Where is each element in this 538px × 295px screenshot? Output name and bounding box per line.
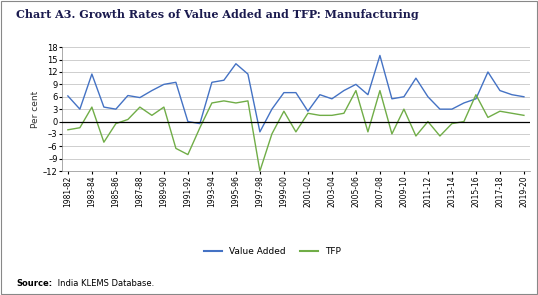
TFP [509,112,515,115]
Value Added [76,107,83,111]
TFP [232,101,239,105]
Value Added [293,91,299,94]
TFP [461,120,467,123]
TFP [245,99,251,103]
TFP [293,130,299,134]
Value Added [232,62,239,65]
Text: Source:: Source: [16,278,52,288]
TFP [65,128,71,132]
TFP [125,118,131,121]
Value Added [401,95,407,99]
TFP [485,116,491,119]
Value Added [485,70,491,74]
Value Added [137,96,143,99]
Value Added [257,130,263,134]
TFP [281,109,287,113]
TFP [101,140,107,144]
TFP [76,126,83,130]
Value Added [281,91,287,94]
Value Added [112,107,119,111]
Y-axis label: Per cent: Per cent [31,91,40,128]
Value Added [197,122,203,125]
Value Added [101,105,107,109]
Value Added [497,89,503,92]
Line: TFP: TFP [68,91,524,171]
TFP [473,93,479,96]
Value Added [268,107,275,111]
TFP [413,134,419,138]
Value Added [377,54,383,57]
Text: India KLEMS Database.: India KLEMS Database. [55,278,154,288]
TFP [257,169,263,173]
TFP [329,114,335,117]
Value Added [185,120,191,123]
Value Added [305,109,311,113]
TFP [365,130,371,134]
Value Added [521,95,527,99]
Value Added [173,81,179,84]
TFP [401,107,407,111]
TFP [89,105,95,109]
Value Added [461,101,467,105]
TFP [377,89,383,92]
Value Added [365,93,371,96]
TFP [112,122,119,125]
TFP [209,101,215,105]
Value Added [449,107,455,111]
Value Added [353,83,359,86]
TFP [148,114,155,117]
Value Added [341,89,347,92]
Value Added [245,72,251,76]
Value Added [317,93,323,96]
Text: Chart A3. Growth Rates of Value Added and TFP: Manufacturing: Chart A3. Growth Rates of Value Added an… [16,9,419,20]
TFP [317,114,323,117]
TFP [137,105,143,109]
Value Added [209,81,215,84]
TFP [173,147,179,150]
Value Added [65,94,71,98]
TFP [161,105,167,109]
TFP [185,153,191,156]
TFP [305,112,311,115]
Value Added [89,72,95,76]
TFP [497,109,503,113]
TFP [221,99,227,103]
Value Added [388,97,395,101]
Value Added [329,97,335,101]
Line: Value Added: Value Added [68,55,524,132]
Value Added [509,93,515,96]
Value Added [437,107,443,111]
TFP [449,122,455,125]
Legend: Value Added, TFP: Value Added, TFP [204,247,341,256]
TFP [353,89,359,92]
Value Added [413,76,419,80]
Value Added [148,89,155,92]
Value Added [221,78,227,82]
TFP [268,132,275,136]
Value Added [125,94,131,97]
TFP [437,134,443,138]
TFP [341,112,347,115]
TFP [521,114,527,117]
TFP [197,126,203,130]
Value Added [161,83,167,86]
TFP [424,120,431,123]
TFP [388,132,395,136]
Value Added [473,97,479,101]
Value Added [424,95,431,99]
